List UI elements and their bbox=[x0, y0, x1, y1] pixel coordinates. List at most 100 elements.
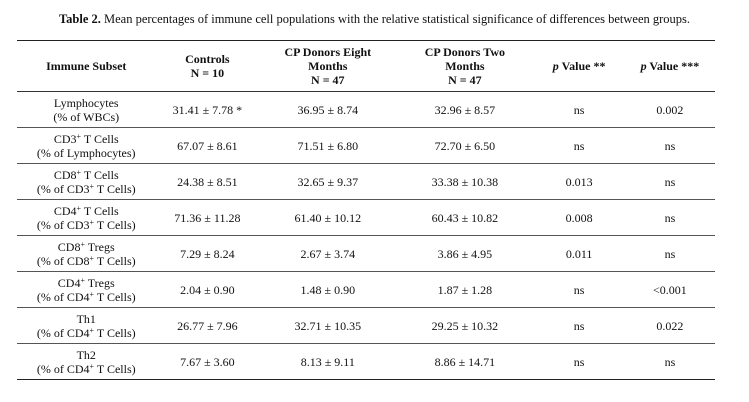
cell-two: 33.38 ± 10.38 bbox=[396, 163, 534, 200]
cell-two: 32.96 ± 8.57 bbox=[396, 91, 534, 128]
subset-segment: Lymphocytes bbox=[53, 95, 119, 110]
table-caption: Table 2. Mean percentages of immune cell… bbox=[0, 12, 749, 27]
subset-segment: CD8 bbox=[57, 239, 81, 254]
header-cp-donors-eight: CP Donors Eight Months N = 47 bbox=[259, 40, 397, 92]
cell-immune-subset: Th1 (% of CD4+ T Cells) bbox=[17, 307, 156, 344]
cell-controls: 7.29 ± 8.24 bbox=[155, 235, 260, 272]
cell-two: 72.70 ± 6.50 bbox=[396, 127, 534, 164]
unit-segment: (% of WBCs) bbox=[53, 109, 120, 124]
header-immune-subset-label: Immune Subset bbox=[46, 59, 127, 73]
cell-eight: 2.67 ± 3.74 bbox=[259, 235, 397, 272]
cell-controls: 26.77 ± 7.96 bbox=[155, 307, 260, 344]
subset-segment: Tregs bbox=[84, 239, 115, 254]
cell-p3: 0.022 bbox=[624, 307, 715, 344]
cell-controls: 7.67 ± 3.60 bbox=[155, 343, 260, 380]
header-two-line1: CP Donors Two bbox=[424, 45, 505, 59]
cell-p2: ns bbox=[533, 271, 625, 308]
header-row: Immune Subset Controls N = 10 CP Donors … bbox=[17, 40, 715, 92]
header-p3-p: p bbox=[640, 59, 647, 73]
cell-eight: 32.65 ± 9.37 bbox=[259, 163, 397, 200]
unit-segment: (% of Lymphocytes) bbox=[36, 145, 136, 160]
unit-segment: (% of CD4 bbox=[36, 289, 90, 304]
subset-segment: T Cells bbox=[81, 167, 119, 182]
cell-two: 8.86 ± 14.71 bbox=[396, 343, 534, 380]
unit-segment: + bbox=[89, 361, 95, 371]
cell-immune-subset: Lymphocytes (% of WBCs) bbox=[17, 91, 156, 128]
cell-p2: 0.008 bbox=[533, 199, 625, 236]
immune-cell-table: Immune Subset Controls N = 10 CP Donors … bbox=[17, 40, 715, 380]
unit-segment: + bbox=[89, 253, 95, 263]
header-p2-p: p bbox=[552, 59, 559, 73]
cell-controls: 2.04 ± 0.90 bbox=[155, 271, 260, 308]
unit-segment: T Cells) bbox=[94, 361, 136, 376]
unit-segment: + bbox=[89, 325, 95, 335]
table-row: CD8+ Tregs (% of CD8+ T Cells) 7.29 ± 8.24… bbox=[17, 235, 715, 272]
cell-p2: ns bbox=[533, 343, 625, 380]
table-row: CD4+ T Cells (% of CD3+ T Cells) 71.36 ± 1… bbox=[17, 199, 715, 236]
header-two-line3: N = 47 bbox=[448, 73, 482, 87]
table-row: Lymphocytes (% of WBCs) 31.41 ± 7.78 * 36.9… bbox=[17, 91, 715, 128]
cell-eight: 71.51 ± 6.80 bbox=[259, 127, 397, 164]
unit-segment: (% of CD3 bbox=[36, 181, 90, 196]
subset-segment: T Cells bbox=[81, 203, 119, 218]
cell-p2: ns bbox=[533, 127, 625, 164]
cell-two: 3.86 ± 4.95 bbox=[396, 235, 534, 272]
cell-p3: ns bbox=[624, 127, 715, 164]
header-p3-rest: Value *** bbox=[646, 59, 700, 73]
table-row: Th1 (% of CD4+ T Cells) 26.77 ± 7.96 32.71 … bbox=[17, 307, 715, 344]
unit-segment: T Cells) bbox=[94, 217, 136, 232]
unit-segment: T Cells) bbox=[94, 325, 136, 340]
cell-immune-subset: CD8+ Tregs (% of CD8+ T Cells) bbox=[17, 235, 156, 272]
cell-p2: 0.013 bbox=[533, 163, 625, 200]
unit-segment: T Cells) bbox=[94, 289, 136, 304]
unit-segment: T Cells) bbox=[94, 253, 136, 268]
unit-segment: + bbox=[89, 181, 95, 191]
subset-segment: Tregs bbox=[84, 275, 115, 290]
cell-controls: 31.41 ± 7.78 * bbox=[155, 91, 260, 128]
cell-eight: 8.13 ± 9.11 bbox=[259, 343, 397, 380]
cell-controls: 71.36 ± 11.28 bbox=[155, 199, 260, 236]
cell-eight: 61.40 ± 10.12 bbox=[259, 199, 397, 236]
cell-eight: 36.95 ± 8.74 bbox=[259, 91, 397, 128]
cell-p3: ns bbox=[624, 163, 715, 200]
cell-p3: ns bbox=[624, 343, 715, 380]
unit-segment: (% of CD3 bbox=[36, 217, 90, 232]
table-row: Th2 (% of CD4+ T Cells) 7.67 ± 3.60 8.13 ± … bbox=[17, 343, 715, 380]
subset-segment: CD8 bbox=[53, 167, 77, 182]
subset-segment: CD3 bbox=[53, 131, 77, 146]
subset-segment: CD4 bbox=[57, 275, 81, 290]
cell-p2: ns bbox=[533, 307, 625, 344]
header-controls-line1: Controls bbox=[185, 52, 230, 66]
subset-segment: Th1 bbox=[76, 311, 96, 326]
cell-eight: 1.48 ± 0.90 bbox=[259, 271, 397, 308]
cell-immune-subset: CD8+ T Cells (% of CD3+ T Cells) bbox=[17, 163, 156, 200]
cell-immune-subset: CD4+ Tregs (% of CD4+ T Cells) bbox=[17, 271, 156, 308]
header-controls: Controls N = 10 bbox=[155, 40, 260, 92]
table-header: Immune Subset Controls N = 10 CP Donors … bbox=[17, 40, 715, 92]
cell-immune-subset: CD4+ T Cells (% of CD3+ T Cells) bbox=[17, 199, 156, 236]
subset-segment: + bbox=[76, 203, 82, 213]
header-eight-line2: Months bbox=[308, 59, 348, 73]
header-immune-subset: Immune Subset bbox=[17, 40, 156, 92]
cell-p3: ns bbox=[624, 199, 715, 236]
table-row: CD4+ Tregs (% of CD4+ T Cells) 2.04 ± 0.90… bbox=[17, 271, 715, 308]
subset-segment: + bbox=[80, 239, 85, 249]
unit-segment: T Cells) bbox=[94, 181, 136, 196]
cell-immune-subset: CD3+ T Cells (% of Lymphocytes) bbox=[17, 127, 156, 164]
unit-segment: + bbox=[89, 217, 95, 227]
header-eight-line3: N = 47 bbox=[311, 73, 345, 87]
cell-two: 29.25 ± 10.32 bbox=[396, 307, 534, 344]
unit-segment: (% of CD4 bbox=[36, 325, 90, 340]
cell-controls: 24.38 ± 8.51 bbox=[155, 163, 260, 200]
cell-controls: 67.07 ± 8.61 bbox=[155, 127, 260, 164]
table-body: Lymphocytes (% of WBCs) 31.41 ± 7.78 * 36.9… bbox=[17, 91, 715, 380]
cell-two: 1.87 ± 1.28 bbox=[396, 271, 534, 308]
subset-segment: + bbox=[76, 167, 82, 177]
header-eight-line1: CP Donors Eight bbox=[284, 45, 372, 59]
cell-p2: 0.011 bbox=[533, 235, 625, 272]
cell-p3: <0.001 bbox=[624, 271, 715, 308]
unit-segment: (% of CD4 bbox=[36, 361, 90, 376]
header-cp-donors-two: CP Donors Two Months N = 47 bbox=[396, 40, 534, 92]
caption-text: Mean percentages of immune cell populati… bbox=[104, 12, 691, 26]
cell-p2: ns bbox=[533, 91, 625, 128]
